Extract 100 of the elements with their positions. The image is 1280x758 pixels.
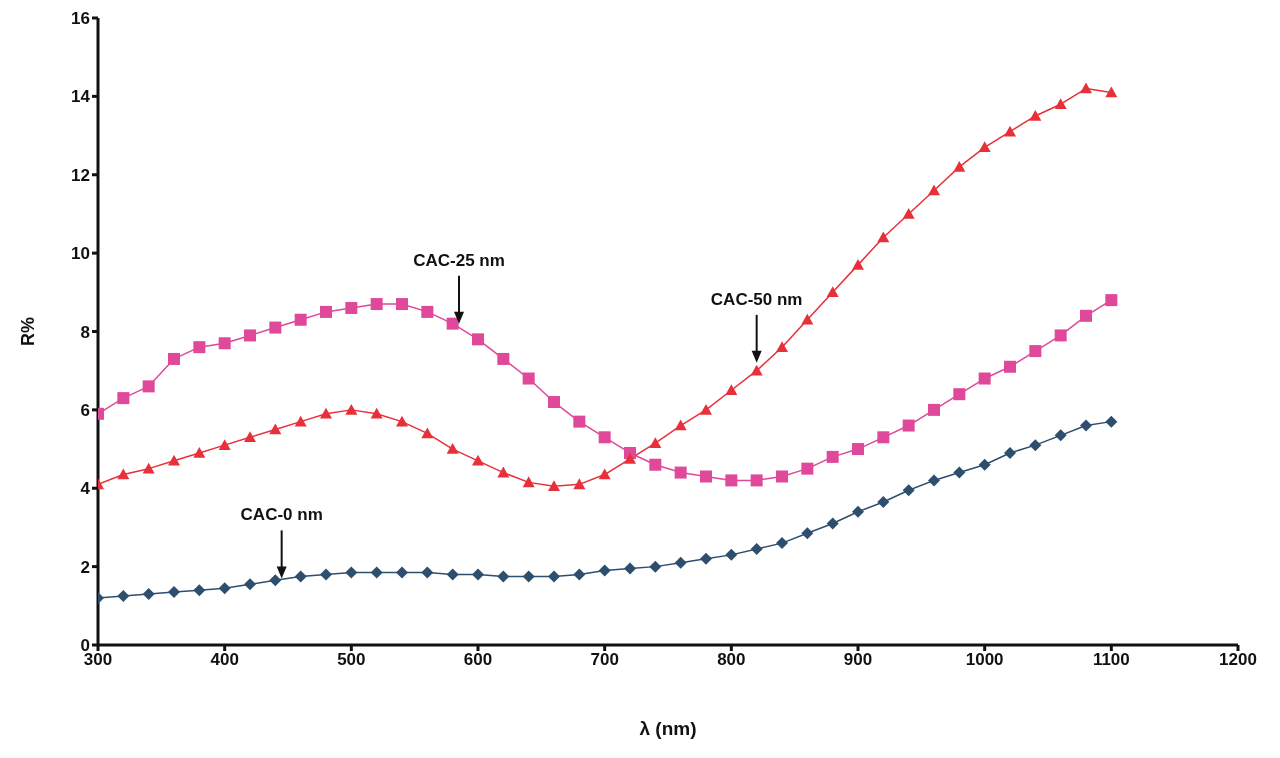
point xyxy=(598,431,611,444)
point xyxy=(294,415,307,427)
point xyxy=(320,568,332,581)
point xyxy=(548,396,560,409)
point xyxy=(168,454,180,466)
point xyxy=(117,590,130,603)
point xyxy=(421,427,434,439)
point xyxy=(598,468,611,480)
y-tick-label: 16 xyxy=(71,9,90,29)
point xyxy=(548,570,560,583)
point xyxy=(801,313,814,325)
point xyxy=(852,258,864,270)
point xyxy=(1054,329,1067,342)
point xyxy=(497,466,510,478)
point xyxy=(421,566,434,579)
point xyxy=(244,578,256,591)
point xyxy=(928,184,940,196)
y-tick-label: 4 xyxy=(80,479,91,499)
point xyxy=(928,474,940,487)
point xyxy=(269,574,282,587)
x-tick-label: 600 xyxy=(463,650,493,670)
point xyxy=(497,570,510,583)
y-tick-label: 14 xyxy=(71,87,91,107)
point xyxy=(801,527,814,540)
point xyxy=(978,458,991,471)
point xyxy=(674,419,687,431)
point xyxy=(877,495,890,508)
point xyxy=(472,333,484,346)
x-tick-label: 1000 xyxy=(965,650,1004,670)
point xyxy=(294,313,307,326)
point xyxy=(294,570,307,583)
point xyxy=(750,364,763,376)
x-tick-label: 1200 xyxy=(1219,650,1257,670)
point xyxy=(674,556,687,569)
point xyxy=(649,437,662,448)
point xyxy=(244,431,256,443)
point xyxy=(573,478,586,490)
point xyxy=(548,480,560,492)
point xyxy=(193,584,206,597)
point xyxy=(1105,294,1118,307)
point xyxy=(928,403,940,416)
point xyxy=(953,466,966,479)
point xyxy=(1080,419,1092,432)
point xyxy=(750,542,763,555)
point xyxy=(218,582,231,595)
point xyxy=(1054,429,1067,442)
point xyxy=(624,452,636,464)
point xyxy=(1029,345,1042,358)
point xyxy=(826,450,839,463)
point xyxy=(978,141,991,153)
point xyxy=(649,560,662,573)
point xyxy=(142,588,155,601)
point xyxy=(370,407,383,419)
point xyxy=(826,286,839,298)
point xyxy=(902,484,915,497)
point xyxy=(877,431,890,444)
point xyxy=(573,415,586,428)
point xyxy=(117,392,130,405)
x-tick-label: 1100 xyxy=(1092,650,1130,670)
point xyxy=(725,474,738,487)
point xyxy=(852,443,864,456)
point xyxy=(902,207,915,219)
point xyxy=(396,566,408,579)
point xyxy=(700,403,712,415)
x-tick-label: 400 xyxy=(210,650,239,670)
point xyxy=(218,337,231,350)
point xyxy=(750,474,763,487)
point xyxy=(1080,82,1092,94)
point xyxy=(776,341,788,352)
point xyxy=(320,305,332,318)
point xyxy=(218,439,231,450)
point xyxy=(320,407,332,419)
x-tick-label: 800 xyxy=(717,650,746,670)
point xyxy=(624,562,636,575)
point xyxy=(1004,446,1016,459)
x-tick-label: 900 xyxy=(843,650,873,670)
point xyxy=(776,537,788,550)
x-tick-label: 700 xyxy=(590,650,619,670)
point xyxy=(1080,309,1092,322)
point xyxy=(700,470,712,483)
point xyxy=(776,470,788,483)
point xyxy=(193,446,206,458)
point xyxy=(725,384,738,396)
point xyxy=(573,568,586,581)
point xyxy=(168,352,180,365)
point xyxy=(142,380,155,393)
point xyxy=(522,476,535,488)
point xyxy=(142,462,155,474)
point xyxy=(497,352,510,365)
x-tick-label: 500 xyxy=(337,650,366,670)
point xyxy=(522,372,535,385)
point xyxy=(1105,415,1118,428)
point xyxy=(1105,86,1118,98)
point xyxy=(852,505,864,518)
point xyxy=(1004,360,1016,373)
point xyxy=(725,548,738,561)
point xyxy=(1029,439,1042,452)
point xyxy=(269,321,282,334)
point xyxy=(421,305,434,318)
point xyxy=(1054,98,1067,110)
